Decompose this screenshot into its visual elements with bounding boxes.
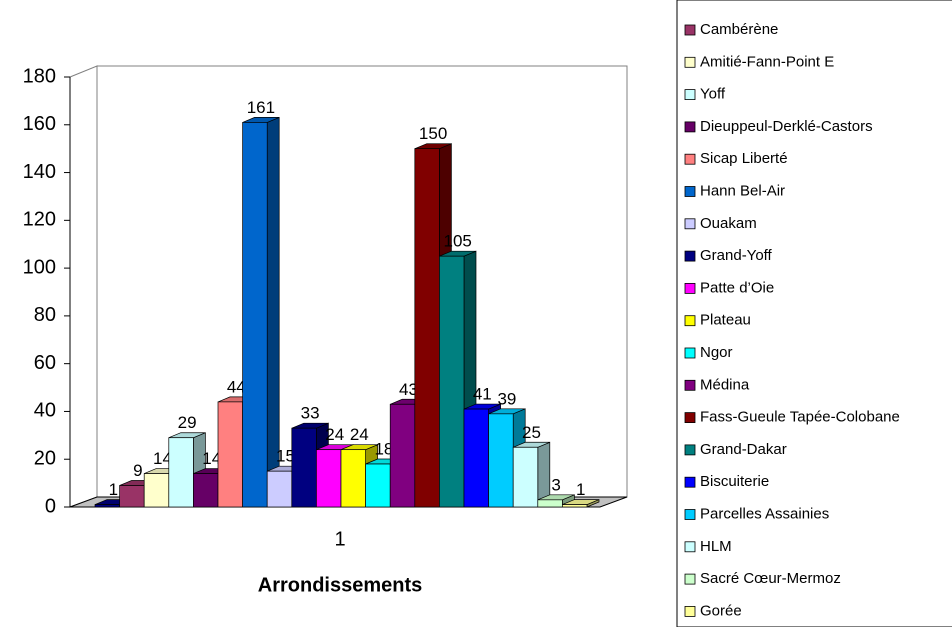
legend-label: Yoff (700, 86, 726, 103)
legend-label: Cambérène (700, 21, 778, 38)
bar (266, 470, 293, 508)
legend-swatch (684, 153, 696, 165)
bar (463, 408, 489, 508)
legend-label: Biscuiterie (700, 473, 769, 490)
y-tick-label: 120 (23, 209, 56, 231)
bar (562, 504, 588, 508)
bar (316, 449, 342, 508)
legend-swatch (684, 379, 696, 391)
legend-label: Plateau (700, 312, 751, 329)
bar (365, 463, 391, 508)
data-label: 43 (399, 380, 418, 399)
legend-label: Patte d’Oie (700, 279, 774, 296)
x-tick-label: 1 (334, 528, 345, 550)
legend-label: HLM (700, 538, 732, 555)
legend-label: Gorée (700, 602, 742, 619)
y-tick-label: 0 (45, 495, 56, 517)
data-label: 161 (247, 98, 275, 117)
data-label: 105 (444, 232, 472, 251)
legend-swatch (684, 89, 696, 100)
data-label: 9 (133, 461, 142, 480)
y-tick-label: 60 (34, 352, 56, 374)
y-tick-label: 160 (23, 113, 56, 135)
data-label: 25 (522, 423, 541, 442)
data-label: 24 (325, 425, 344, 444)
legend-label: Fass-Gueule Tapée-Colobane (700, 409, 900, 426)
bar (291, 427, 317, 508)
legend-swatch (684, 347, 696, 359)
bar (389, 403, 416, 508)
legend-label: Ngor (700, 344, 733, 361)
y-tick-label: 180 (23, 65, 56, 87)
bar (94, 504, 120, 508)
y-tick-label: 140 (23, 161, 56, 183)
legend-label: Sacré Cœur-Mermoz (700, 570, 841, 587)
data-label: 1 (109, 480, 118, 499)
data-label: 3 (551, 475, 560, 494)
bar (193, 473, 219, 508)
y-tick-label: 40 (34, 400, 56, 422)
bar (143, 473, 170, 508)
data-label: 39 (497, 389, 516, 408)
legend-swatch (684, 186, 696, 197)
legend-label: Parcelles Assainies (700, 505, 829, 522)
bar (119, 485, 145, 508)
legend-swatch (684, 315, 696, 327)
legend-swatch (684, 250, 696, 262)
bar (488, 413, 514, 508)
legend-label: Ouakam (700, 215, 757, 232)
legend-label: Grand-Dakar (700, 441, 787, 458)
data-label: 14 (153, 449, 172, 468)
data-label: 24 (350, 425, 369, 444)
legend-swatch (684, 606, 696, 617)
legend-label: Amitié-Fann-Point E (700, 53, 834, 70)
y-tick-label: 80 (34, 304, 56, 326)
legend (676, 0, 952, 627)
legend-swatch (684, 444, 696, 456)
legend-label: Médina (700, 376, 750, 393)
bar (439, 255, 465, 508)
bar (217, 401, 243, 508)
bar (414, 148, 440, 508)
bar (512, 446, 539, 508)
legend-label: Grand-Yoff (700, 247, 773, 264)
legend-swatch (684, 24, 696, 36)
legend-swatch (684, 412, 696, 424)
data-label: 15 (276, 447, 295, 466)
legend-swatch (684, 218, 696, 230)
data-label: 29 (178, 413, 197, 432)
data-label: 18 (374, 439, 393, 458)
bar (537, 499, 563, 508)
data-label: 150 (419, 124, 447, 143)
bar (168, 437, 194, 508)
legend-swatch (684, 121, 696, 133)
data-label: 14 (202, 449, 221, 468)
legend-swatch (684, 282, 696, 294)
bar (340, 449, 366, 508)
legend-swatch (684, 476, 696, 488)
legend-swatch (684, 56, 696, 68)
data-label: 33 (301, 404, 320, 423)
legend-label: Dieuppeul-Derklé-Castors (700, 118, 873, 135)
y-tick-label: 20 (34, 448, 56, 470)
legend-swatch (684, 573, 696, 585)
bar (242, 122, 268, 508)
legend-swatch (684, 509, 696, 520)
x-axis-title: Arrondissements (258, 574, 423, 596)
legend-label: Hann Bel-Air (700, 182, 785, 199)
data-label: 44 (227, 377, 246, 396)
data-label: 41 (473, 385, 492, 404)
legend-swatch (684, 541, 696, 553)
legend-label: Sicap Liberté (700, 150, 788, 167)
y-tick-label: 100 (23, 256, 56, 278)
data-label: 1 (576, 480, 585, 499)
